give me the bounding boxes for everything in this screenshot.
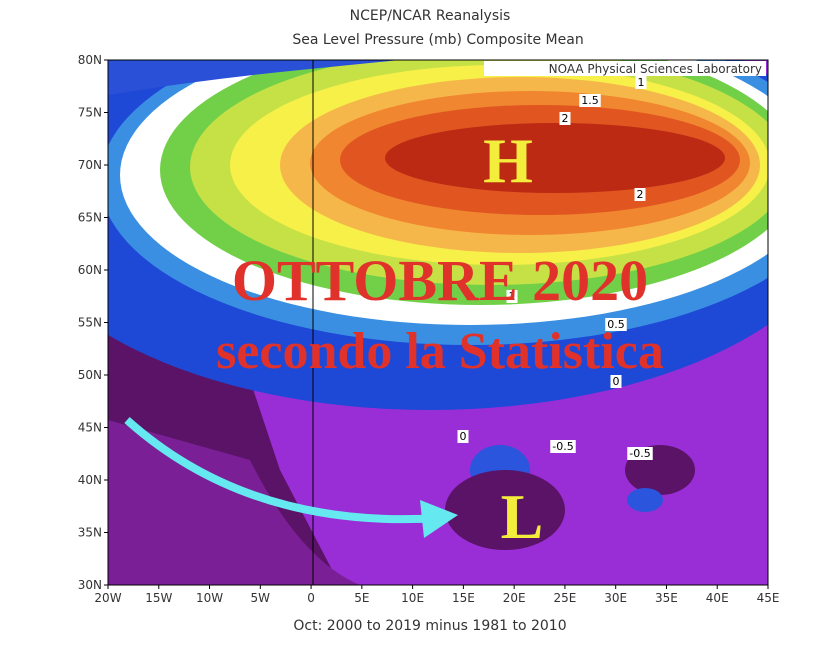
lat-label: 65N: [78, 211, 102, 225]
headline: OTTOBRE 2020: [232, 248, 648, 313]
lon-label: 0: [307, 591, 315, 605]
contour-label: 1: [638, 76, 645, 89]
contour-label: 2: [637, 188, 644, 201]
lon-label: 35E: [655, 591, 678, 605]
contour-label-bg: [559, 112, 571, 125]
contour-label-bg: [506, 290, 518, 303]
credit: NOAA Physical Sciences Laboratory: [549, 62, 762, 76]
lat-label: 70N: [78, 158, 102, 172]
lon-label: 25E: [553, 591, 576, 605]
contour-label-bg: [627, 447, 653, 460]
contour-label: -0.5: [552, 440, 573, 453]
contour-label-bg: [610, 375, 622, 388]
caption: Oct: 2000 to 2019 minus 1981 to 2010: [293, 618, 566, 634]
contour-label: -0.5: [629, 447, 650, 460]
contour-label-bg: [635, 76, 647, 89]
title: NCEP/NCAR Reanalysis: [350, 8, 511, 24]
lat-label: 75N: [78, 106, 102, 120]
contour-label: 1.5: [581, 94, 599, 107]
low-label: L: [501, 481, 544, 552]
lat-label: 80N: [78, 53, 102, 67]
lat-label: 60N: [78, 263, 102, 277]
contour-field: [108, 60, 768, 585]
lon-label: 40E: [706, 591, 729, 605]
lat-label: 50N: [78, 368, 102, 382]
contour-label-bg: [634, 188, 646, 201]
lat-label: 35N: [78, 526, 102, 540]
lon-label: 5W: [251, 591, 271, 605]
contour-label-bg: [579, 94, 601, 107]
lon-label: 30E: [604, 591, 627, 605]
contour-label-bg: [605, 318, 627, 331]
subtitle: Sea Level Pressure (mb) Composite Mean: [292, 32, 583, 48]
lon-label: 20E: [503, 591, 526, 605]
arrow: [124, 417, 441, 524]
contour-label: 0: [613, 375, 620, 388]
lat-label: 45N: [78, 421, 102, 435]
lon-label: 45E: [757, 591, 780, 605]
contour-label: 0: [460, 430, 467, 443]
contour-label: 2: [562, 112, 569, 125]
lat-label: 40N: [78, 473, 102, 487]
lon-label: 10W: [196, 591, 223, 605]
credit-box: [484, 61, 766, 76]
lon-label: 15W: [145, 591, 172, 605]
lon-label: 5E: [354, 591, 369, 605]
contour-label-bg: [550, 440, 576, 453]
lon-label: 20W: [94, 591, 121, 605]
lon-label: 15E: [452, 591, 475, 605]
lon-label: 10E: [401, 591, 424, 605]
arrowhead: [420, 500, 458, 538]
lat-label: 55N: [78, 316, 102, 330]
contour-label-bg: [457, 430, 469, 443]
contour-label: 0.5: [607, 318, 625, 331]
lat-label: 30N: [78, 578, 102, 592]
contour-label: 1: [509, 290, 516, 303]
subline: secondo la Statistica: [216, 323, 664, 380]
high-label: H: [483, 125, 533, 196]
